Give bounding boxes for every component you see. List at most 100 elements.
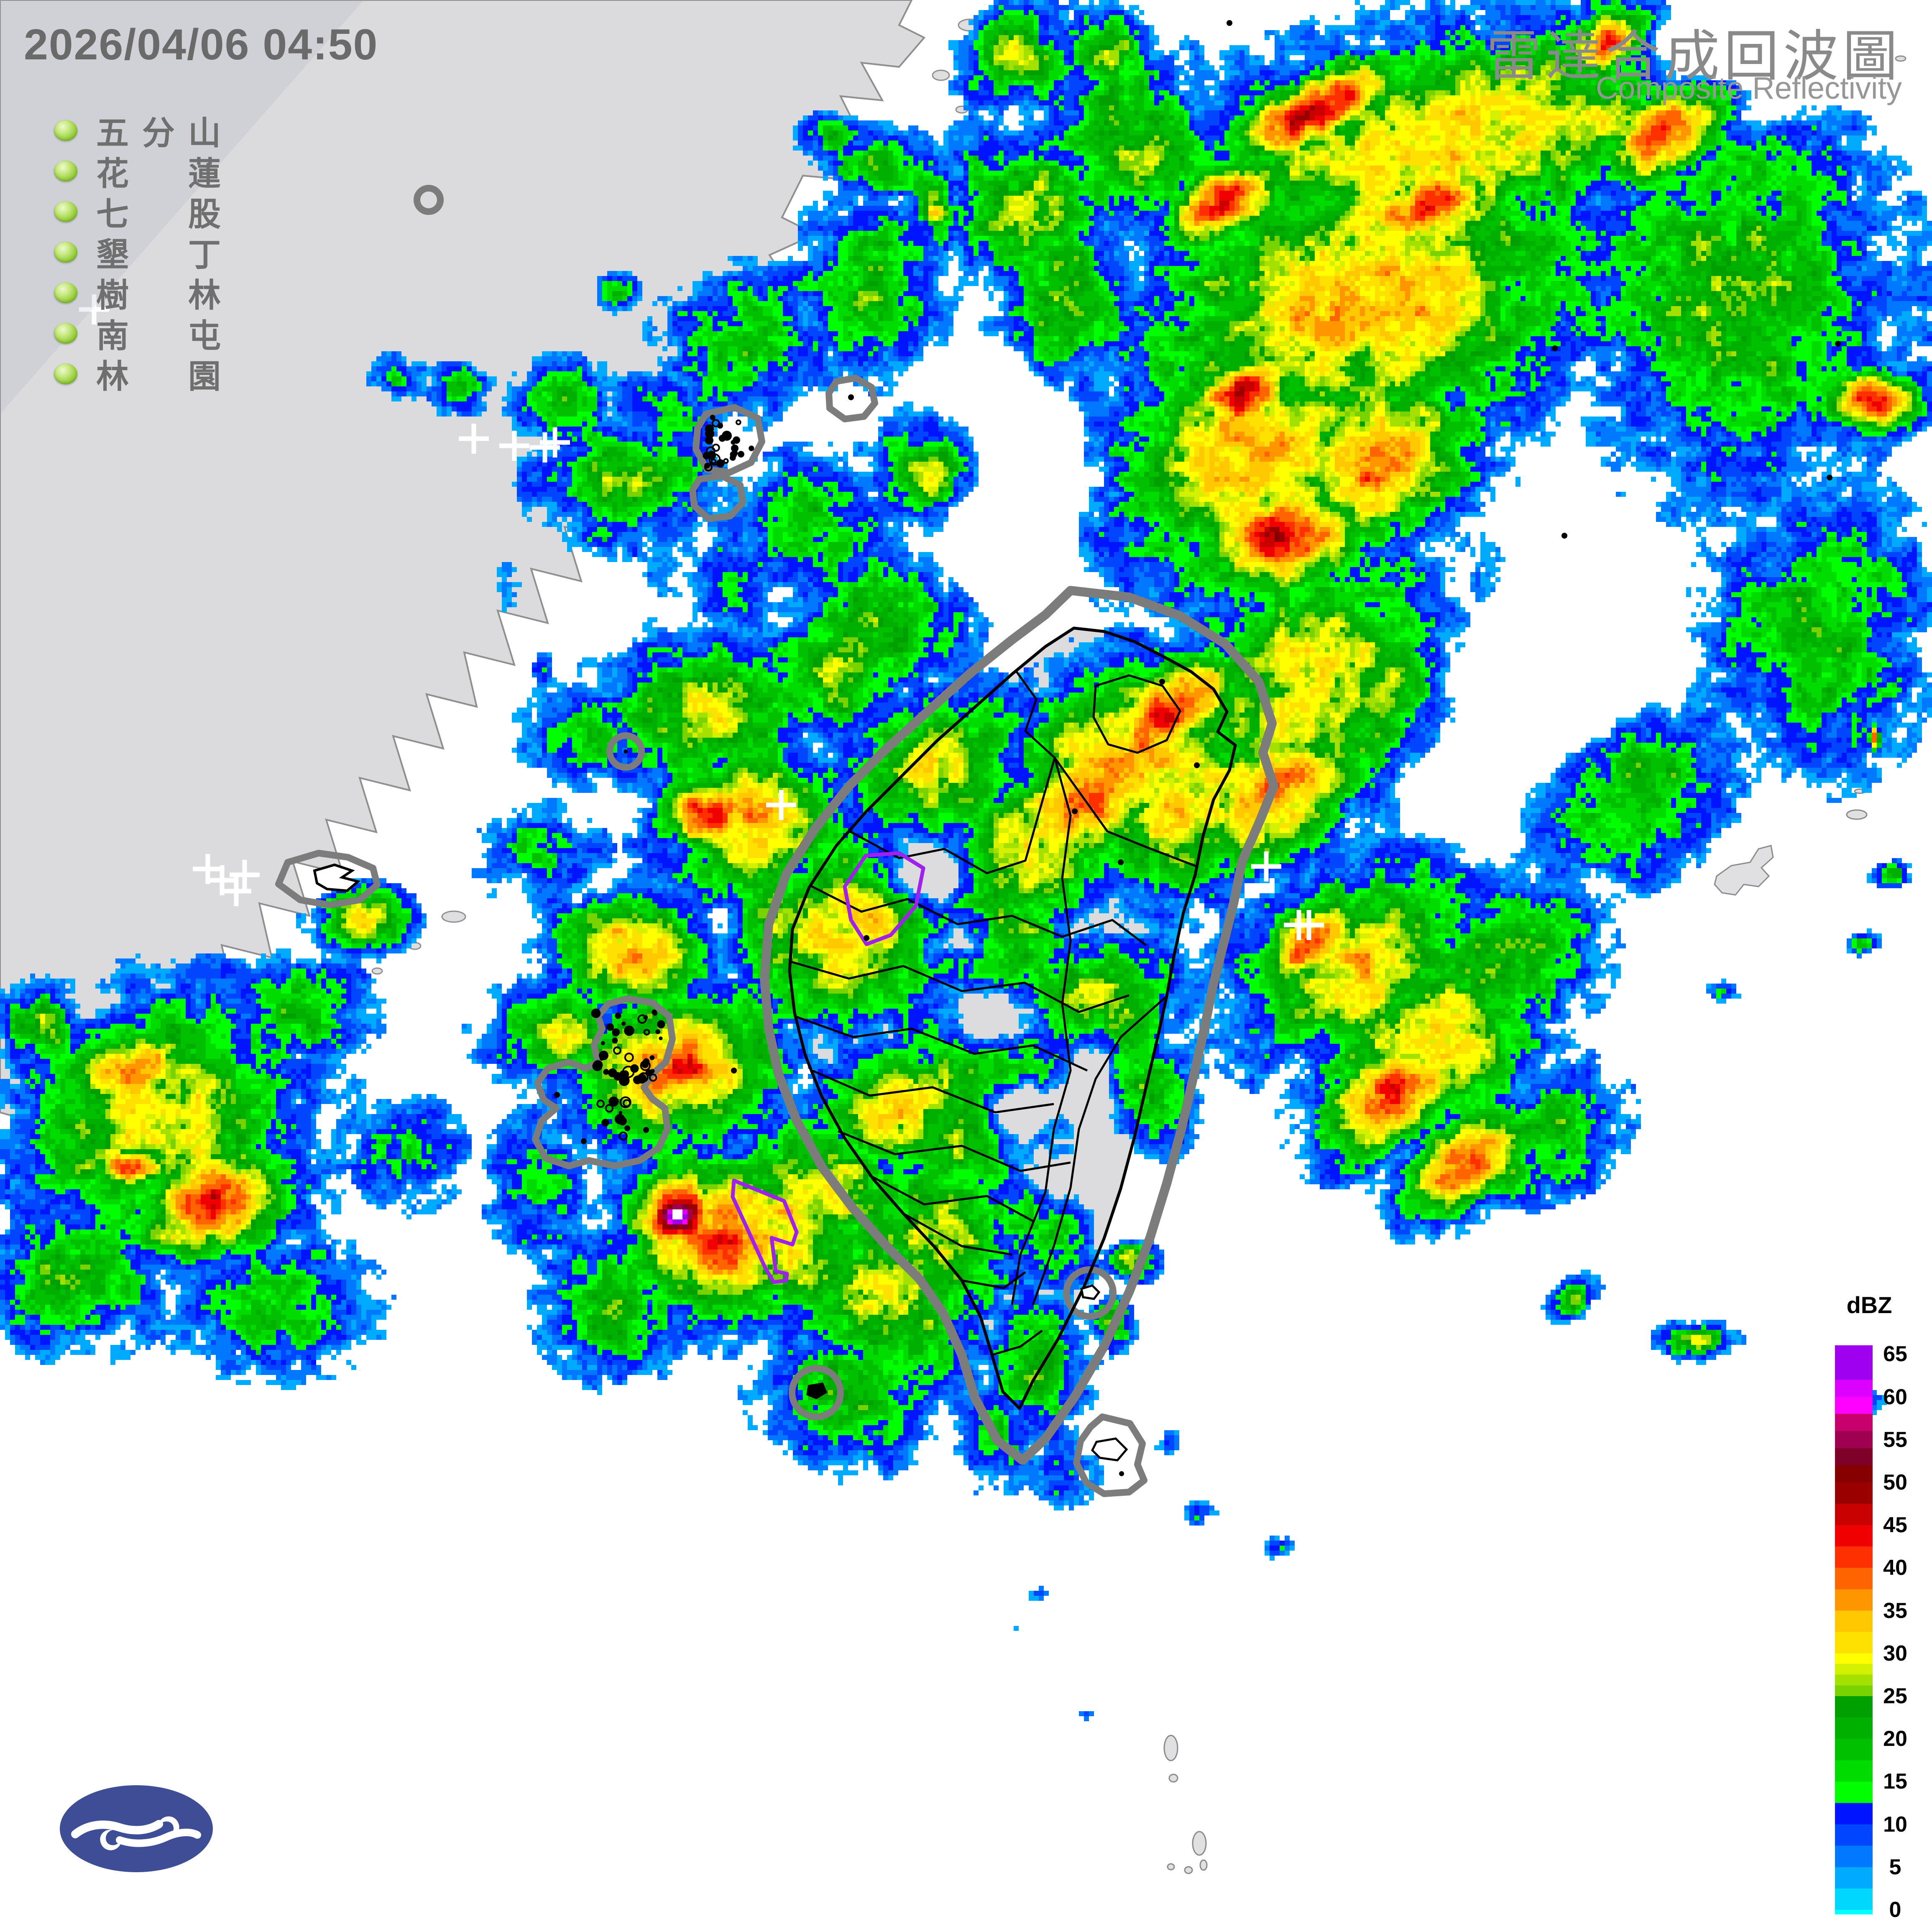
legend-tick-55: 55: [1883, 1427, 1907, 1452]
radar-site-marker: [221, 876, 251, 906]
station-name-char: 樹: [96, 277, 129, 314]
lightning-strike: [615, 1012, 621, 1019]
station-name-char: 南: [96, 317, 129, 354]
lightning-strike: [710, 414, 716, 420]
dynamic-overlays: [79, 20, 1841, 1284]
lightning-strike: [848, 394, 854, 400]
lightning-strike: [608, 1096, 619, 1107]
station-row-五分山: 五分山: [0, 114, 251, 152]
lanyu-buffer: [1073, 1413, 1147, 1497]
station-row-花蓮: 花蓮: [0, 155, 251, 192]
dongyin-buffer: [825, 375, 878, 422]
lightning-strike: [623, 1099, 631, 1107]
legend-tick-40: 40: [1883, 1556, 1907, 1580]
lightning-strike: [636, 1073, 647, 1084]
lightning-strike: [749, 445, 754, 451]
taiwan-warning-buffer: [760, 586, 1278, 1465]
lightning-strike: [1835, 341, 1841, 347]
station-name-char: 園: [188, 358, 221, 395]
radar-site-marker: [79, 294, 109, 325]
lightning-strike: [643, 1127, 649, 1133]
radar-site-marker: [1251, 851, 1281, 882]
legend-colorbar: [1835, 1345, 1873, 1914]
lightning-strike: [1561, 533, 1567, 539]
lightning-strike: [612, 1038, 618, 1044]
lightning-strike: [1827, 475, 1832, 480]
lightning-strike: [723, 458, 729, 464]
legend-tick-30: 30: [1883, 1641, 1907, 1666]
lightning-strike: [624, 1125, 630, 1131]
lightning-strike: [624, 1025, 634, 1036]
lightning-strike: [618, 1131, 628, 1141]
station-name-char: 林: [96, 358, 129, 395]
liuqiu-buffer: [789, 1365, 844, 1420]
station-name-char: 蓮: [188, 155, 221, 192]
lightning-strike: [612, 1028, 620, 1036]
lightning-strike: [591, 1008, 601, 1018]
legend-tick-65: 65: [1883, 1342, 1907, 1367]
legend-tick-50: 50: [1883, 1470, 1907, 1495]
radar-site-marker: [230, 860, 260, 890]
station-row-林園: 林園: [0, 358, 251, 395]
lightning-strike: [603, 1069, 609, 1075]
lightning-strike: [613, 1046, 621, 1055]
station-row-墾丁: 墾丁: [0, 236, 251, 273]
lightning-strike: [618, 1111, 623, 1115]
radar-site-marker: [540, 427, 570, 457]
lightning-strike: [592, 1061, 603, 1071]
legend-tick-15: 15: [1883, 1769, 1907, 1794]
legend-tick-5: 5: [1889, 1855, 1901, 1879]
station-name-char: 七: [96, 196, 129, 233]
station-name-char: 花: [96, 155, 129, 192]
station-status-dot: [54, 323, 77, 344]
lightning-strike: [710, 458, 717, 465]
matsu-buffer-north: [693, 404, 765, 476]
offshore-island-buffers: [275, 185, 1147, 1497]
station-name-char: 股: [188, 196, 221, 233]
lightning-strike: [704, 463, 713, 472]
lightning-strike: [1159, 679, 1165, 685]
station-name-char: 屯: [188, 317, 221, 354]
legend-tick-25: 25: [1883, 1684, 1907, 1708]
kinmen-buffer: [275, 850, 381, 908]
lightning-strike: [738, 451, 744, 458]
lightning-strike: [618, 1075, 630, 1086]
matsu-buffer-south: [689, 473, 746, 522]
legend-tick-0: 0: [1889, 1898, 1901, 1922]
warning-polygon-1: [843, 851, 925, 946]
lightning-strike: [716, 459, 725, 468]
taiwan-coastline: [788, 626, 1237, 1410]
lightning-strike: [601, 1041, 605, 1045]
legend-tick-20: 20: [1883, 1727, 1907, 1751]
radar-site-marker: [1294, 910, 1324, 940]
lightning-strike: [614, 1114, 625, 1124]
legend-tick-10: 10: [1883, 1812, 1907, 1837]
station-name-char: 分: [142, 115, 175, 151]
station-name-char: 五: [96, 115, 129, 151]
lightning-strike: [864, 935, 869, 941]
lightning-strike: [596, 1099, 605, 1108]
station-row-樹林: 樹林: [0, 276, 251, 314]
small-island-outlines: [313, 423, 1128, 1476]
station-row-七股: 七股: [0, 195, 251, 233]
lightning-strike: [711, 419, 720, 427]
lightning-strike: [730, 451, 737, 458]
lightning-strike: [554, 1092, 560, 1098]
lightning-strike: [659, 1036, 663, 1040]
lightning-strike: [643, 1029, 650, 1036]
lightning-strike: [1118, 859, 1124, 865]
station-name-char: 山: [188, 115, 221, 151]
lightning-strike: [712, 443, 720, 452]
timestamp: 2026/04/06 04:50: [24, 20, 378, 69]
station-status-dot: [54, 242, 77, 263]
lightning-strike: [1072, 808, 1078, 814]
legend-title: dBZ: [1846, 1292, 1892, 1318]
lightning-strike: [649, 1055, 655, 1061]
lightning-strike: [645, 1069, 653, 1076]
station-row-南屯: 南屯: [0, 317, 251, 355]
lightning-strike: [599, 1050, 608, 1061]
lightning-strike: [1227, 20, 1232, 26]
station-status-dot: [54, 201, 77, 222]
